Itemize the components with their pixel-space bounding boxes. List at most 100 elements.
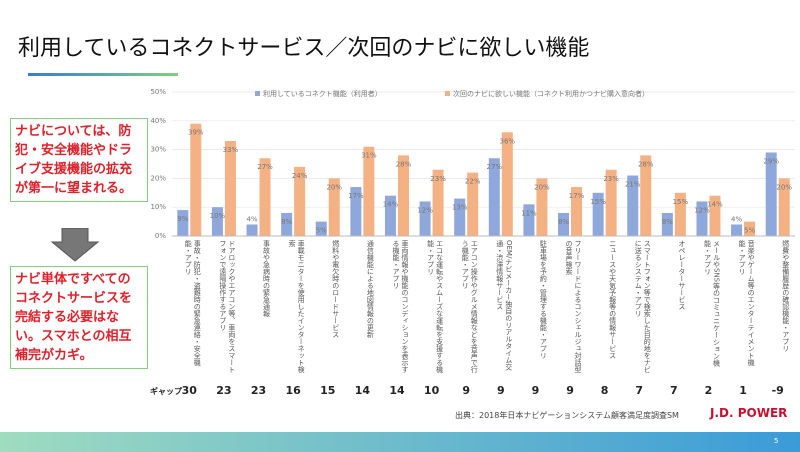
value-label: 17%	[569, 192, 585, 200]
value-label: 11%	[521, 209, 537, 217]
x-tick-label: エコな運転やスムーズな運転を支援する機能・アプリ	[426, 240, 444, 373]
x-tick-label: オペレーターサービス	[677, 240, 686, 310]
value-label: 23%	[430, 175, 446, 183]
bar	[592, 192, 604, 236]
value-label: 29%	[763, 157, 779, 165]
x-tick-label: 車載モニターを使用したインターネット検索	[288, 240, 306, 373]
y-tick-label: 20%	[150, 174, 166, 182]
value-label: 14%	[383, 201, 399, 209]
x-tick-label: メールやSNS等のコミュニケーション機能・アプリ	[703, 240, 721, 367]
value-label: 8%	[558, 218, 569, 226]
legend-label: 利用しているコネクト機能（利用者）	[263, 89, 382, 98]
x-tick-label: 音楽やゲーム等のエンターテイメント機能・アプリ	[738, 240, 756, 366]
bar	[281, 212, 293, 236]
value-label: 12%	[417, 206, 433, 214]
bar	[558, 212, 570, 236]
footer-bar	[0, 432, 800, 452]
gap-value: 9	[462, 384, 471, 397]
gap-value: -9	[771, 384, 784, 397]
value-label: 15%	[673, 198, 689, 206]
bar	[246, 224, 258, 236]
bar	[744, 221, 756, 236]
source: 出典：2018年日本ナビゲーションシステム顧客満足度調査SM	[455, 411, 679, 420]
x-tick-label: 事故や急病時の緊急通報	[262, 240, 271, 317]
legend-swatch	[255, 91, 260, 96]
x-tick-label: 燃料や電欠時のロードサービス	[331, 240, 340, 338]
value-label: 20%	[776, 183, 792, 191]
callout: ナビ単体ですべてのコネクトサービスを完結する必要はない。スマホとの相互補完がカギ…	[10, 266, 148, 369]
bar	[674, 192, 686, 236]
value-label: 5%	[744, 227, 755, 235]
x-tick-label: 通信機能による地図情報の更新	[366, 240, 375, 338]
bar	[190, 123, 202, 236]
x-tick-label: フリーワードによるコンシェルジュ対話型の音声検索	[565, 240, 583, 373]
value-label: 36%	[500, 137, 516, 145]
title-rule	[28, 73, 178, 76]
value-label: 14%	[707, 201, 723, 209]
bar	[397, 155, 409, 236]
bar	[294, 166, 306, 236]
page-number: 5	[774, 437, 779, 445]
x-tick-label: スマートフォン等で検索した目的地をナビに送るシステム・アプリ	[634, 240, 652, 373]
y-tick-label: 30%	[150, 146, 166, 154]
y-tick-label: 0%	[155, 232, 166, 240]
value-label: 28%	[396, 160, 412, 168]
bar	[778, 178, 790, 236]
x-tick-label: エアコン操作やグルメ情報などを音声で行う機能・アプリ	[461, 240, 479, 373]
x-tick-label: ドアロックやエアコン等、車両をスマートフォンで遠隔操作するアプリ	[218, 240, 236, 373]
bar	[661, 212, 673, 236]
gap-value: 1	[739, 384, 747, 397]
x-tick-label: 車両情報や機能のコンディションを表示する機能・アプリ	[391, 240, 409, 373]
gap-value: 8	[600, 384, 609, 397]
bar	[696, 201, 708, 236]
gap-value: 23	[216, 384, 232, 397]
legend-label: 次回のナビに欲しい機能（コネクト利用かつナビ購入意向者）	[453, 89, 649, 98]
logo: J.D. POWER	[710, 406, 788, 420]
callout: ナビについては、防犯・安全機能やドライブ支援機能の拡充が第一に望まれる。	[10, 118, 148, 202]
gap-label: ギャップ	[150, 387, 182, 396]
gap-value: 7	[670, 384, 678, 397]
value-label: 4%	[246, 215, 257, 223]
value-label: 27%	[257, 163, 273, 171]
x-tick-label: ニュースや天気予報等の情報サービス	[608, 240, 617, 359]
y-tick-label: 10%	[150, 203, 166, 211]
bar	[709, 195, 721, 236]
gap-value: 15	[320, 384, 336, 397]
gap-value: 14	[389, 384, 405, 397]
bar	[328, 178, 340, 236]
gap-value: 9	[566, 384, 574, 397]
bar	[259, 158, 271, 236]
bar	[454, 198, 466, 236]
bar	[419, 201, 431, 236]
value-label: 31%	[361, 152, 377, 160]
bar	[640, 155, 652, 236]
bar	[350, 187, 362, 236]
gap-value: 7	[635, 384, 644, 397]
slide-title: 利用しているコネクトサービス／次回のナビに欲しい機能	[18, 36, 590, 61]
x-tick-label: 事故・防犯・盗難時の緊急連絡・安全機能・アプリ	[184, 240, 202, 366]
value-label: 5%	[316, 227, 327, 235]
value-label: 21%	[625, 181, 641, 189]
value-label: 13%	[452, 204, 468, 212]
value-label: 17%	[348, 192, 364, 200]
gap-value: 9	[531, 384, 540, 397]
bar	[488, 158, 500, 236]
gap-value: 30	[181, 384, 197, 397]
gap-value: 14	[354, 384, 371, 397]
bar	[177, 210, 189, 236]
value-label: 33%	[223, 146, 239, 154]
bar	[432, 169, 444, 236]
bar	[211, 207, 223, 236]
value-label: 12%	[694, 206, 710, 214]
value-label: 28%	[638, 160, 654, 168]
value-label: 20%	[326, 183, 342, 191]
bar	[501, 132, 513, 236]
gap-value: 23	[250, 384, 267, 397]
gap-value: 2	[704, 384, 713, 397]
value-label: 15%	[590, 198, 606, 206]
bar	[765, 152, 777, 236]
value-label: 20%	[534, 183, 550, 191]
x-tick-label: 駐車場を予約・管理する機能・アプリ	[539, 240, 548, 359]
